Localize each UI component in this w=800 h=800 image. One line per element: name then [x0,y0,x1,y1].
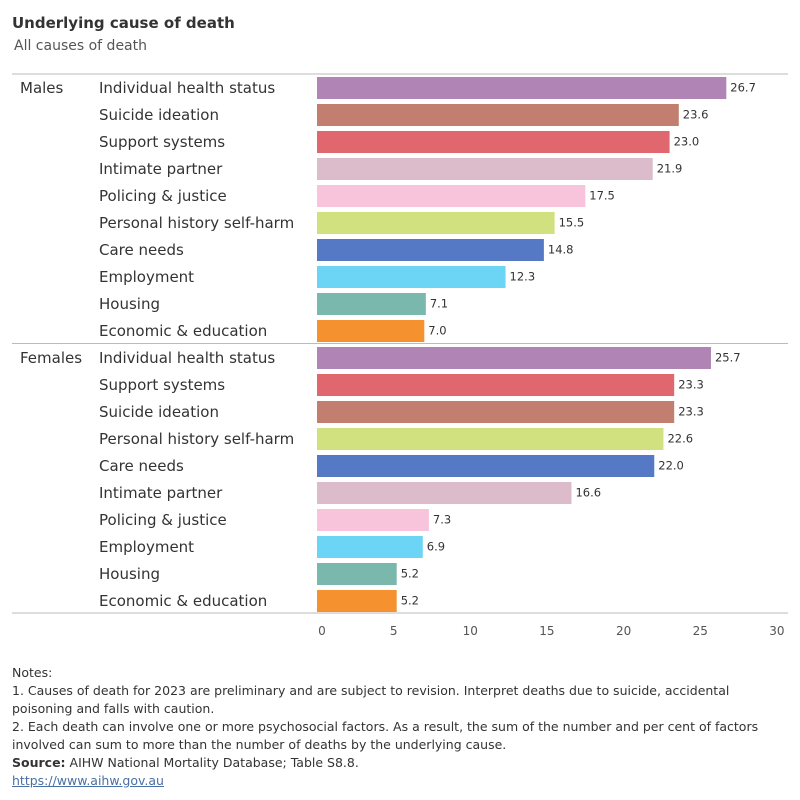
category-label: Suicide ideation [99,403,219,421]
source-link[interactable]: https://www.aihw.gov.au [12,773,164,788]
data-label: 6.9 [427,540,445,554]
bar [317,158,653,180]
x-tick-label: 30 [769,624,784,638]
notes-heading: Notes: [12,665,53,680]
note-1: 1. Causes of death for 2023 are prelimin… [12,683,730,716]
bar-chart: Males Individual health status 26.7 Suicide… [12,73,788,638]
x-tick-label: 10 [463,624,478,638]
data-label: 23.3 [678,405,704,419]
bar [317,401,675,423]
data-label: 23.0 [674,135,700,149]
notes-section: Notes: 1. Causes of death for 2023 are p… [12,664,790,790]
x-tick-label: 20 [616,624,631,638]
category-label: Policing & justice [99,187,227,205]
data-label: 17.5 [589,189,615,203]
x-tick-label: 15 [539,624,554,638]
bar [317,590,397,612]
x-tick-label: 0 [318,624,326,638]
source-label: Source: [12,755,66,770]
category-label: Employment [99,268,194,286]
category-label: Economic & education [99,592,267,610]
x-tick-label: 25 [693,624,708,638]
bar [317,428,664,450]
data-label: 7.3 [433,513,451,527]
bar [317,239,544,261]
category-label: Support systems [99,376,225,394]
bar [317,266,506,288]
category-label: Intimate partner [99,484,223,502]
data-label: 14.8 [548,243,574,257]
data-label: 23.6 [683,108,709,122]
bar [317,77,727,99]
bar [317,131,670,153]
x-tick-label: 5 [390,624,398,638]
bar [317,563,397,585]
chart-title: Underlying cause of death [12,14,235,32]
category-label: Care needs [99,457,184,475]
category-label: Economic & education [99,322,267,340]
bar [317,455,655,477]
category-label: Housing [99,295,160,313]
bar [317,293,426,315]
category-label: Employment [99,538,194,556]
bar [317,185,586,207]
source-text: AIHW National Mortality Database; Table … [65,755,359,770]
data-label: 22.0 [658,459,684,473]
category-label: Policing & justice [99,511,227,529]
bar [317,509,429,531]
category-label: Individual health status [99,349,275,367]
bar [317,347,711,369]
category-label: Personal history self-harm [99,430,294,448]
data-label: 5.2 [401,594,419,608]
data-label: 21.9 [657,162,683,176]
bar [317,320,425,342]
data-label: 7.1 [430,297,448,311]
source-line: Source: AIHW National Mortality Database… [12,754,790,772]
bar [317,104,679,126]
data-label: 15.5 [559,216,585,230]
category-label: Individual health status [99,79,275,97]
chart-subtitle: All causes of death [14,38,147,54]
bar [317,212,555,234]
data-label: 16.6 [575,486,601,500]
category-label: Personal history self-harm [99,214,294,232]
data-label: 12.3 [510,270,536,284]
group-label: Males [20,79,64,97]
data-label: 26.7 [730,81,756,95]
category-label: Suicide ideation [99,106,219,124]
group-label: Females [20,349,82,367]
category-label: Intimate partner [99,160,223,178]
bar [317,482,572,504]
data-label: 23.3 [678,378,704,392]
data-label: 22.6 [667,432,693,446]
data-label: 25.7 [715,351,741,365]
bar [317,374,675,396]
note-2: 2. Each death can involve one or more ps… [12,719,759,752]
data-label: 5.2 [401,567,419,581]
category-label: Housing [99,565,160,583]
bar [317,536,423,558]
category-label: Care needs [99,241,184,259]
data-label: 7.0 [428,324,446,338]
category-label: Support systems [99,133,225,151]
